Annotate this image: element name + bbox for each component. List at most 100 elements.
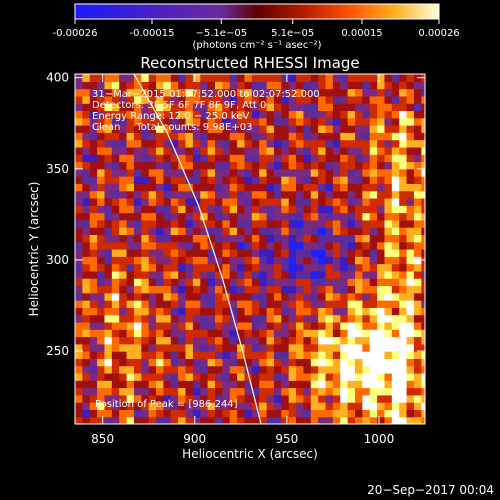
heatmap-cell: [355, 103, 363, 112]
heatmap-cell: [185, 146, 194, 155]
heatmap-cell: [318, 249, 327, 257]
heatmap-cell: [384, 329, 393, 338]
heatmap-cell: [185, 110, 194, 119]
heatmap-cell: [89, 176, 98, 184]
heatmap-cell: [325, 197, 334, 206]
heatmap-cell: [89, 270, 98, 279]
heatmap-cell: [170, 285, 179, 294]
heatmap-cell: [251, 103, 260, 112]
heatmap-cell: [192, 161, 201, 170]
heatmap-cell: [75, 402, 83, 411]
heatmap-cell: [325, 154, 334, 163]
heatmap-cell: [237, 110, 246, 119]
heatmap-cell: [318, 387, 327, 396]
heatmap-cell: [281, 205, 290, 214]
heatmap-cell: [355, 402, 363, 411]
heatmap-cell: [281, 387, 290, 396]
heatmap-cell: [104, 95, 113, 104]
heatmap-cell: [399, 380, 408, 389]
heatmap-cell: [111, 270, 120, 279]
heatmap-cell: [156, 110, 165, 119]
heatmap-cell: [251, 168, 260, 177]
heatmap-cell: [251, 132, 260, 141]
heatmap-cell: [244, 234, 253, 243]
heatmap-cell: [222, 285, 231, 294]
heatmap-cell: [126, 161, 135, 170]
heatmap-cell: [126, 95, 135, 104]
heatmap-cell: [215, 343, 223, 352]
colorbar-ticks: -0.00026 -0.00015 −5.1e−05 5.1e−05 0.00015 0.…: [53, 19, 460, 39]
heatmap-cell: [251, 81, 260, 90]
heatmap-cell: [89, 212, 98, 221]
heatmap-cell: [251, 372, 260, 381]
heatmap-cell: [296, 365, 305, 374]
heatmap-cell: [148, 132, 157, 141]
annotation-detectors: Detectors: 3F 5F 6F 7F 8F 9F, Att 0: [92, 100, 266, 111]
heatmap-cell: [111, 314, 120, 323]
heatmap-cell: [340, 117, 349, 126]
heatmap-cell: [362, 219, 371, 228]
heatmap-cell: [362, 292, 371, 301]
heatmap-cell: [391, 74, 400, 82]
heatmap-cell: [340, 212, 349, 221]
heatmap-cell: [237, 358, 246, 367]
heatmap-cell: [310, 205, 319, 214]
heatmap-cell: [237, 394, 246, 403]
heatmap-cell: [75, 387, 83, 396]
heatmap-cell: [340, 307, 349, 316]
heatmap-cell: [325, 351, 334, 359]
heatmap-cell: [332, 307, 341, 316]
heatmap-cell: [170, 314, 179, 323]
heatmap-cell: [377, 343, 386, 352]
heatmap-cell: [325, 168, 334, 177]
heatmap-cell: [362, 81, 371, 90]
heatmap-cell: [222, 380, 231, 389]
heatmap-cell: [399, 183, 408, 192]
heatmap-cell: [259, 278, 268, 287]
heatmap-cell: [391, 343, 400, 352]
heatmap-cell: [421, 336, 425, 345]
heatmap-cell: [377, 205, 386, 214]
heatmap-cell: [266, 336, 275, 345]
heatmap-cell: [141, 176, 150, 184]
heatmap-cell: [362, 372, 371, 381]
heatmap-cell: [148, 176, 157, 184]
heatmap-cell: [325, 183, 334, 192]
heatmap-cell: [75, 161, 83, 170]
heatmap-cell: [296, 154, 305, 163]
heatmap-cell: [192, 227, 201, 236]
heatmap-cell: [332, 81, 341, 90]
heatmap-cell: [163, 358, 172, 367]
heatmap-cell: [325, 329, 334, 338]
heatmap-cell: [185, 351, 194, 359]
heatmap-cell: [141, 197, 150, 206]
heatmap-cell: [141, 278, 150, 287]
heatmap-cell: [362, 387, 371, 396]
heatmap-cell: [229, 241, 238, 250]
heatmap-cell: [266, 241, 275, 250]
heatmap-cell: [266, 110, 275, 119]
heatmap-cell: [362, 402, 371, 411]
heatmap-cell: [185, 380, 194, 389]
heatmap-cell: [340, 176, 349, 184]
heatmap-cell: [156, 241, 165, 250]
heatmap-cell: [207, 95, 216, 104]
heatmap-cell: [377, 227, 386, 236]
heatmap-cell: [207, 394, 216, 403]
heatmap-cell: [170, 270, 179, 279]
heatmap-cell: [421, 125, 425, 133]
heatmap-cell: [413, 292, 422, 301]
heatmap-cell: [178, 125, 187, 133]
heatmap-cell: [406, 227, 415, 236]
heatmap-cell: [384, 74, 393, 82]
heatmap-cell: [104, 132, 113, 141]
heatmap-cell: [141, 263, 150, 272]
heatmap-cell: [133, 402, 142, 411]
heatmap-cell: [421, 372, 425, 381]
heatmap-cell: [97, 88, 106, 97]
heatmap-cell: [369, 234, 378, 243]
heatmap-cell: [119, 300, 128, 308]
heatmap-cell: [119, 402, 128, 411]
heatmap-cell: [399, 270, 408, 279]
heatmap-cell: [104, 300, 113, 308]
